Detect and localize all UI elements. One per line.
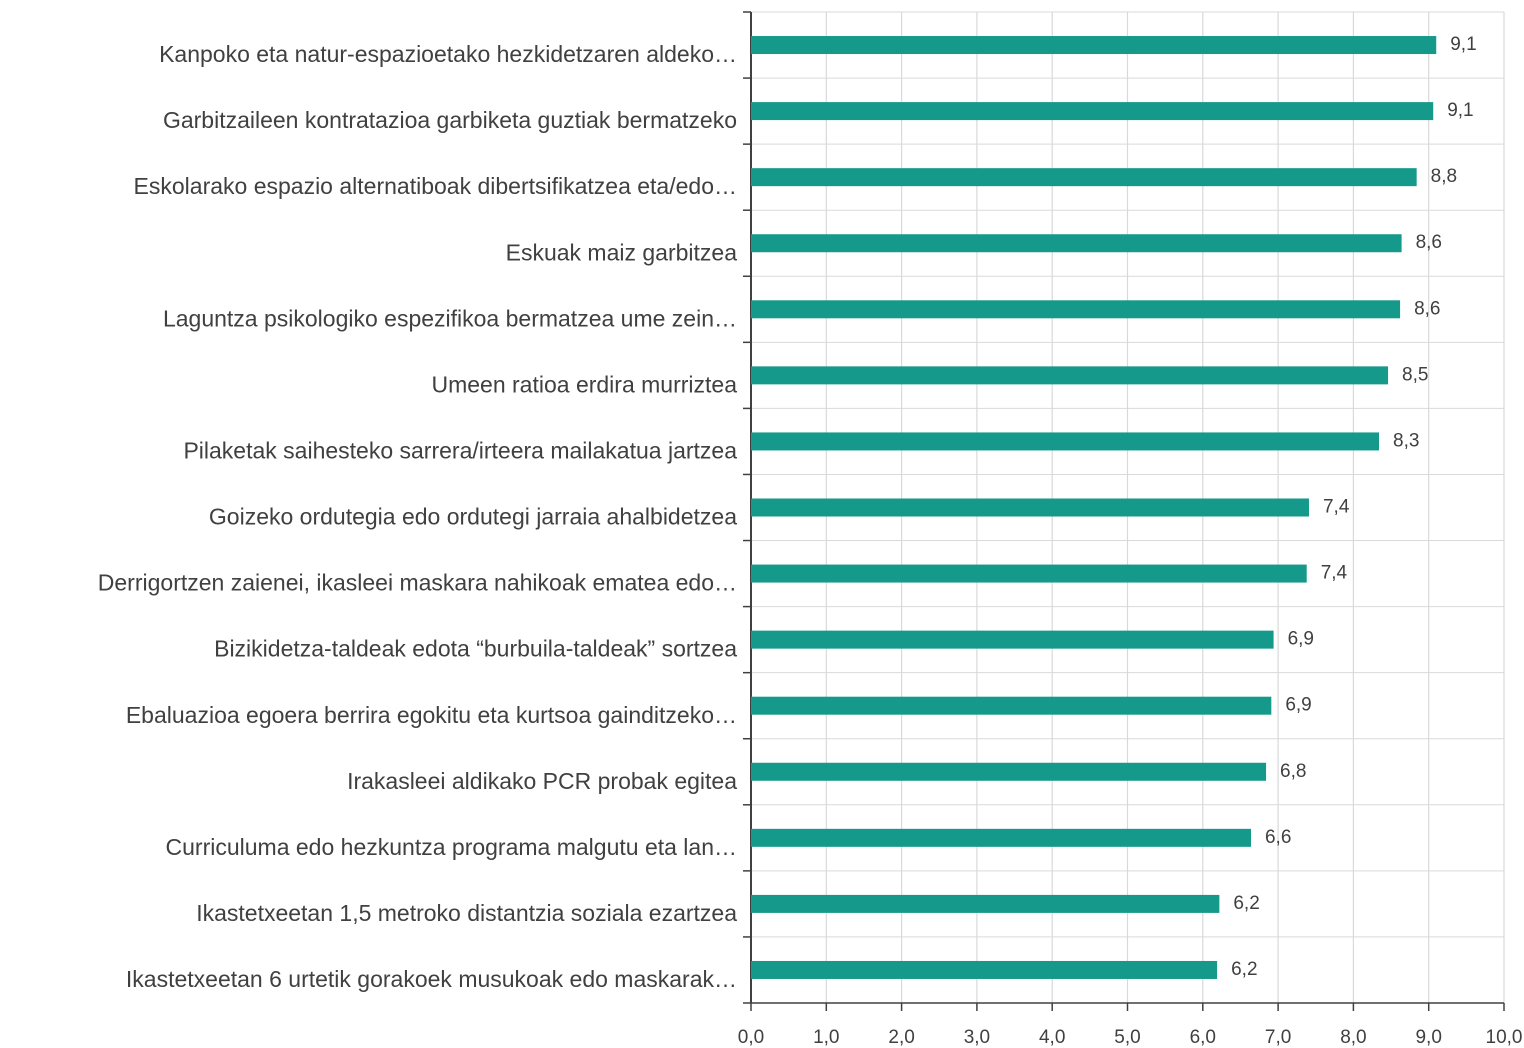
x-tick-label: 4,0 [1039,1027,1065,1048]
bar [751,762,1267,781]
x-tick-label: 1,0 [813,1027,839,1048]
category-label: Ebaluazioa egoera berrira egokitu eta ku… [126,702,737,728]
value-label: 9,1 [1447,100,1473,121]
bar [751,168,1417,187]
value-label: 8,5 [1402,364,1428,385]
x-tick-label: 7,0 [1265,1027,1291,1048]
category-label: Derrigortzen zaienei, ikasleei maskara n… [98,570,737,596]
bar [751,36,1437,55]
value-label: 6,2 [1231,959,1257,980]
bar [751,300,1401,319]
value-label: 6,2 [1233,893,1259,914]
x-tick-label: 3,0 [964,1027,990,1048]
bar [751,960,1218,979]
x-tick-label: 10,0 [1486,1027,1523,1048]
category-label: Curriculuma edo hezkuntza programa malgu… [166,834,737,860]
value-label: 6,6 [1265,827,1291,848]
value-label: 8,6 [1416,232,1442,253]
x-tick-label: 0,0 [738,1027,764,1048]
category-label: Eskolarako espazio alternatiboak diberts… [134,173,737,199]
value-label: 6,9 [1288,629,1314,650]
value-label: 7,4 [1321,563,1348,584]
x-tick-label: 6,0 [1190,1027,1216,1048]
category-label: Garbitzaileen kontratazioa garbiketa guz… [163,107,737,133]
value-label: 7,4 [1323,497,1350,518]
category-label: Umeen ratioa erdira murriztea [431,371,737,397]
x-tick-label: 9,0 [1415,1027,1441,1048]
bar [751,102,1434,121]
category-label: Pilaketak saihesteko sarrera/irteera mai… [183,438,737,464]
value-label: 6,9 [1285,695,1311,716]
bar [751,828,1251,847]
bar [751,234,1402,253]
category-label: Goizeko ordutegia edo ordutegi jarraia a… [209,504,737,530]
bar [751,498,1309,517]
x-tick-label: 8,0 [1340,1027,1366,1048]
bar [751,696,1272,715]
value-label: 9,1 [1450,34,1476,55]
category-label: Ikastetxeetan 6 urtetik gorakoek musukoa… [126,966,737,992]
value-label: 8,6 [1414,298,1440,319]
bar [751,366,1389,385]
category-label: Eskuak maiz garbitzea [506,239,738,265]
category-label: Kanpoko eta natur-espazioetako hezkidetz… [159,41,737,67]
bar [751,564,1307,583]
x-tick-label: 2,0 [888,1027,914,1048]
category-label: Irakasleei aldikako PCR probak egitea [347,768,737,794]
value-label: 8,3 [1393,430,1419,451]
bar [751,894,1220,913]
value-label: 6,8 [1280,761,1306,782]
x-tick-label: 5,0 [1114,1027,1140,1048]
category-label: Bizikidetza-taldeak edota “burbuila-tald… [214,636,737,662]
category-label: Laguntza psikologiko espezifikoa bermatz… [163,305,737,331]
bar [751,432,1380,451]
value-label: 8,8 [1431,166,1457,187]
bar [751,630,1274,649]
category-label: Ikastetxeetan 1,5 metroko distantzia soz… [196,900,737,926]
